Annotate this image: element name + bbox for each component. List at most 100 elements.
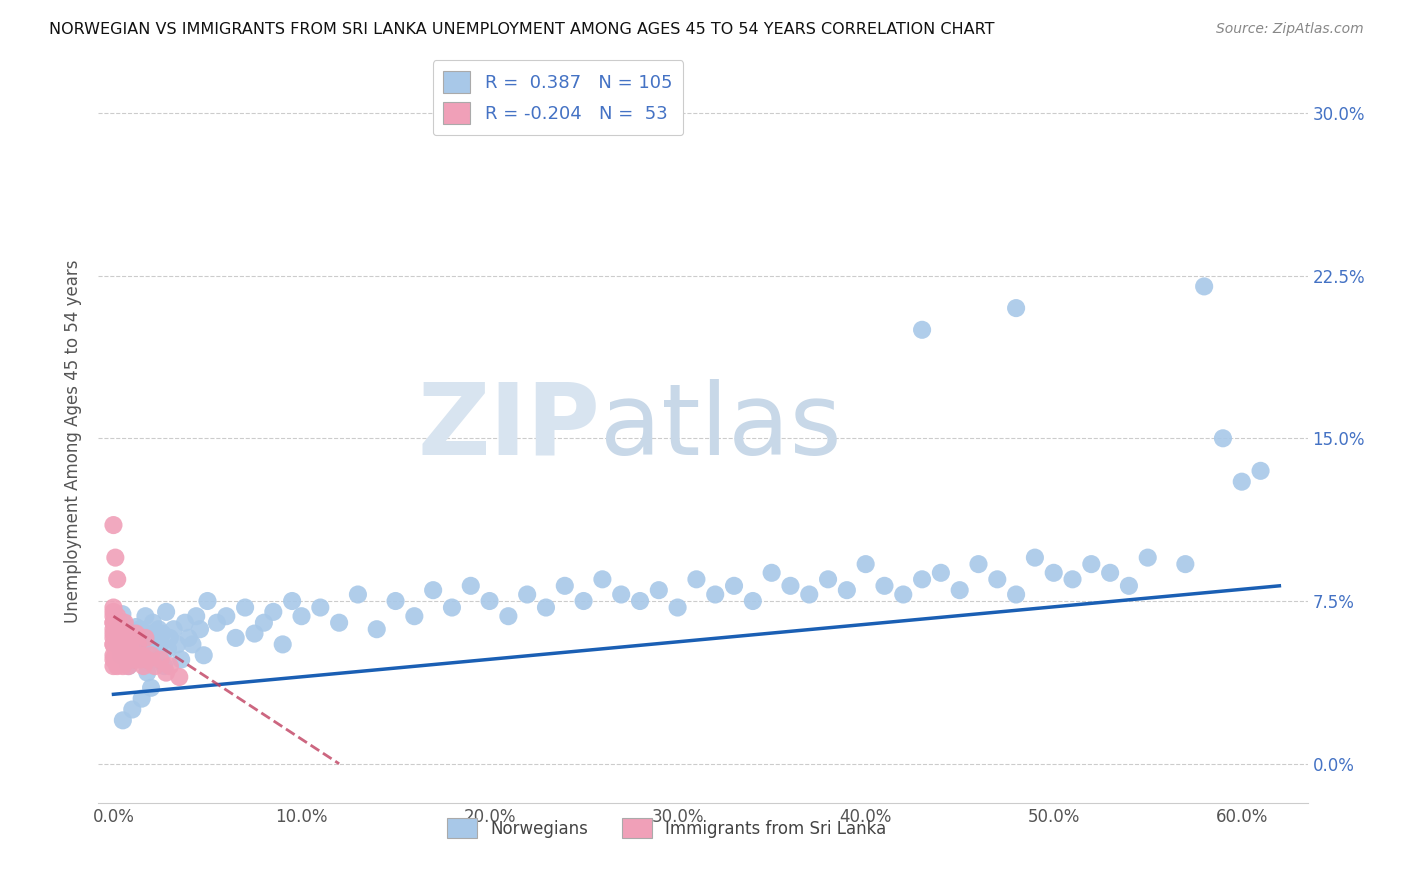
Point: [225, 631, 247, 645]
Point: [628, 594, 651, 608]
Point: [111, 659, 134, 673]
Point: [134, 609, 156, 624]
Point: [125, 620, 148, 634]
Point: [591, 572, 613, 586]
Point: [761, 566, 783, 580]
Point: [188, 622, 211, 636]
Point: [166, 637, 188, 651]
Point: [139, 648, 162, 663]
Point: [911, 572, 934, 586]
Point: [149, 652, 172, 666]
Point: [121, 631, 143, 645]
Point: [253, 615, 276, 630]
Point: [1005, 587, 1028, 601]
Point: [120, 631, 142, 645]
Point: [105, 637, 128, 651]
Point: [103, 600, 125, 615]
Point: [1062, 572, 1084, 586]
Y-axis label: Unemployment Among Ages 45 to 54 years: Unemployment Among Ages 45 to 54 years: [65, 260, 83, 624]
Point: [855, 557, 877, 571]
Point: [121, 648, 143, 663]
Point: [117, 659, 139, 673]
Point: [478, 594, 501, 608]
Point: [309, 600, 332, 615]
Point: [122, 652, 145, 666]
Point: [159, 631, 181, 645]
Text: NORWEGIAN VS IMMIGRANTS FROM SRI LANKA UNEMPLOYMENT AMONG AGES 45 TO 54 YEARS CO: NORWEGIAN VS IMMIGRANTS FROM SRI LANKA U…: [49, 22, 994, 37]
Point: [111, 626, 134, 640]
Point: [835, 583, 858, 598]
Point: [1250, 464, 1272, 478]
Point: [1174, 557, 1197, 571]
Point: [117, 659, 139, 673]
Point: [328, 615, 350, 630]
Point: [967, 557, 990, 571]
Point: [271, 637, 294, 651]
Point: [422, 583, 444, 598]
Point: [145, 652, 167, 666]
Text: ZIP: ZIP: [418, 378, 600, 475]
Point: [127, 633, 149, 648]
Point: [148, 622, 170, 636]
Point: [104, 631, 127, 645]
Point: [1099, 566, 1122, 580]
Point: [115, 626, 138, 640]
Point: [107, 627, 129, 641]
Point: [1042, 566, 1064, 580]
Point: [150, 626, 173, 640]
Point: [1230, 475, 1253, 489]
Point: [949, 583, 972, 598]
Point: [262, 605, 284, 619]
Point: [111, 714, 134, 728]
Point: [110, 648, 132, 663]
Point: [205, 615, 228, 630]
Point: [174, 615, 197, 630]
Point: [1118, 579, 1140, 593]
Point: [666, 600, 689, 615]
Point: [105, 637, 128, 651]
Point: [153, 659, 176, 673]
Point: [197, 594, 219, 608]
Point: [873, 579, 896, 593]
Point: [170, 652, 193, 666]
Point: [685, 572, 707, 586]
Point: [108, 626, 131, 640]
Point: [1024, 550, 1046, 565]
Point: [159, 659, 181, 673]
Point: [498, 609, 520, 624]
Point: [233, 600, 256, 615]
Point: [143, 659, 166, 673]
Point: [131, 691, 153, 706]
Point: [281, 594, 304, 608]
Point: [215, 609, 238, 624]
Point: [125, 626, 148, 640]
Point: [103, 626, 125, 640]
Point: [117, 626, 139, 640]
Point: [122, 652, 145, 666]
Point: [103, 622, 125, 636]
Point: [891, 587, 914, 601]
Point: [155, 605, 177, 619]
Text: atlas: atlas: [600, 378, 842, 475]
Point: [169, 670, 191, 684]
Point: [139, 681, 162, 695]
Point: [115, 637, 138, 651]
Point: [121, 644, 143, 658]
Point: [103, 648, 125, 663]
Point: [1192, 279, 1215, 293]
Point: [108, 615, 131, 630]
Point: [132, 637, 155, 651]
Point: [110, 631, 132, 645]
Point: [114, 637, 136, 651]
Point: [134, 631, 156, 645]
Point: [103, 615, 125, 630]
Point: [103, 659, 125, 673]
Point: [404, 609, 426, 624]
Point: [1080, 557, 1102, 571]
Point: [149, 637, 172, 651]
Point: [384, 594, 406, 608]
Point: [186, 609, 208, 624]
Point: [779, 579, 801, 593]
Point: [799, 587, 821, 601]
Point: [143, 631, 166, 645]
